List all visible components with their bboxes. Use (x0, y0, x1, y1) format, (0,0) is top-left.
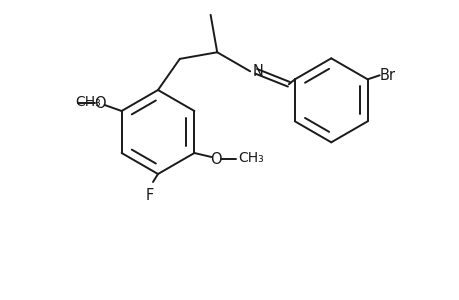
Text: Br: Br (379, 68, 395, 83)
Text: O: O (94, 95, 105, 110)
Text: F: F (146, 188, 154, 203)
Text: CH₃: CH₃ (75, 95, 101, 109)
Text: CH₃: CH₃ (238, 151, 263, 165)
Text: O: O (210, 152, 222, 166)
Text: N: N (252, 64, 263, 79)
